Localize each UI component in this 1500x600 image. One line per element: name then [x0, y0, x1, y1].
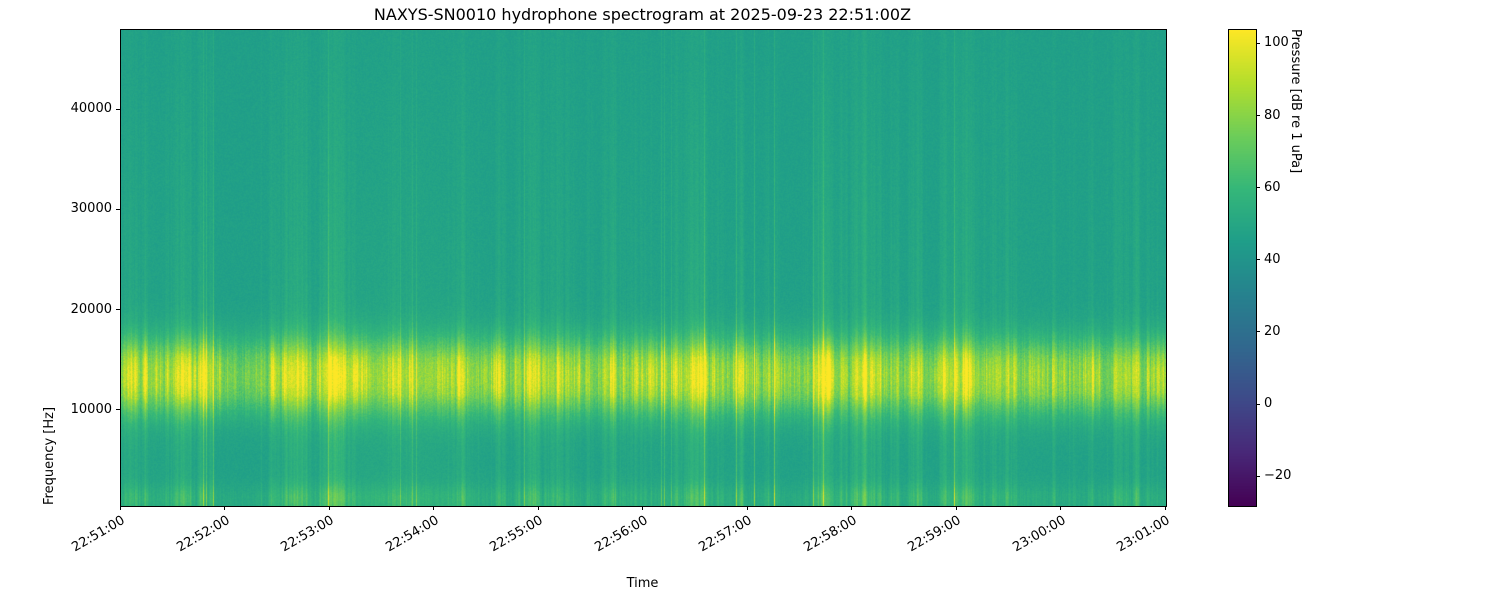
colorbar-tick-label: 20 — [1264, 323, 1281, 339]
plot-area — [120, 29, 1167, 507]
colorbar-tick-label: 40 — [1264, 251, 1281, 267]
colorbar-tick-label: 60 — [1264, 179, 1281, 195]
colorbar-tick-mark — [1256, 331, 1260, 333]
y-tick-label: 30000 — [70, 201, 112, 217]
x-tick-mark — [433, 506, 434, 510]
y-tick-label: 20000 — [70, 301, 112, 317]
colorbar-tick-label: −20 — [1264, 468, 1292, 484]
colorbar-tick-mark — [1256, 115, 1260, 117]
x-tick-mark — [642, 506, 643, 510]
spectrogram-canvas — [121, 30, 1166, 506]
y-axis-label: Frequency [Hz] — [42, 406, 57, 505]
colorbar-tick-label: 100 — [1264, 35, 1289, 51]
colorbar-tick-label: 80 — [1264, 107, 1281, 123]
y-tick-mark — [116, 108, 120, 110]
x-tick-mark — [224, 506, 225, 510]
colorbar-tick-mark — [1256, 403, 1260, 405]
colorbar — [1228, 29, 1257, 507]
colorbar-tick-mark — [1256, 187, 1260, 189]
y-tick-mark — [116, 309, 120, 311]
y-tick-label: 40000 — [70, 101, 112, 117]
x-tick-mark — [746, 506, 748, 510]
chart-title: NAXYS-SN0010 hydrophone spectrogram at 2… — [373, 5, 912, 24]
y-tick-label: 10000 — [70, 401, 112, 417]
x-tick-mark — [1164, 506, 1166, 510]
x-tick-mark — [851, 506, 852, 510]
colorbar-gradient — [1229, 30, 1256, 506]
colorbar-tick-label: 0 — [1264, 396, 1273, 412]
x-tick-mark — [119, 506, 121, 510]
x-axis-label: Time — [626, 576, 659, 591]
x-tick-mark — [1060, 506, 1061, 510]
x-tick-mark — [955, 506, 957, 510]
x-tick-mark — [537, 506, 539, 510]
colorbar-label: Pressure [dB re 1 uPa] — [1288, 29, 1303, 174]
colorbar-tick-mark — [1256, 42, 1260, 44]
x-tick-mark — [328, 506, 330, 510]
y-tick-mark — [116, 409, 120, 411]
colorbar-tick-mark — [1256, 475, 1260, 477]
y-tick-mark — [116, 208, 120, 210]
colorbar-tick-mark — [1256, 259, 1260, 261]
